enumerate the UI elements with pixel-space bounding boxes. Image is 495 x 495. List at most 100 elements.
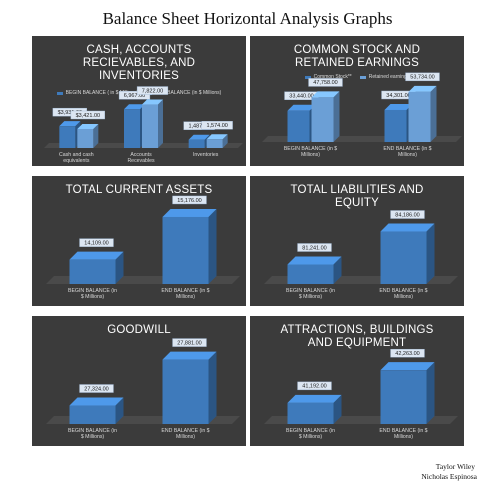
category-label: END BALANCE (in $ <box>379 288 427 294</box>
bar <box>188 139 205 148</box>
category-label: $ Millions) <box>81 294 105 300</box>
category-label: Inventories <box>193 152 219 158</box>
chart-panel-goodwill: GOODWILL 27,324.00 BEGIN BALANCE (in $ Mil… <box>32 316 246 446</box>
bar-side <box>115 397 124 424</box>
bar-top <box>162 208 217 217</box>
category-label: END BALANCE (in $ <box>383 146 431 152</box>
data-label: 53,734.00 <box>410 75 434 81</box>
category-label: equivalents <box>63 158 90 164</box>
chart-title: ATTRACTIONS, BUILDINGS AND EQUIPMENT <box>280 324 434 349</box>
chart-plot: 27,324.00 BEGIN BALANCE (in$ Millions) 27,… <box>46 338 240 440</box>
bar-side <box>426 223 435 284</box>
bar-side <box>158 99 163 148</box>
data-label-box <box>172 338 207 347</box>
bar-top <box>142 99 163 105</box>
chart-panel-total-current-assets: TOTAL CURRENT ASSETS 14,109.00 BEGIN BALA… <box>32 176 246 306</box>
bar-side <box>333 256 342 284</box>
bar <box>206 139 223 148</box>
bar-side <box>333 91 340 142</box>
category-label: Recevables <box>127 158 155 164</box>
legend-item-retained-earnings: Retained earnings <box>359 74 409 80</box>
chart-plot: 14,109.00 BEGIN BALANCE (in$ Millions) 15,… <box>46 195 240 300</box>
bar-top <box>408 85 437 92</box>
bar-side <box>208 351 217 424</box>
bar-top <box>162 351 217 360</box>
bar-top <box>311 91 340 98</box>
bar-top <box>59 121 81 127</box>
category-label: Cash and cash <box>59 152 94 158</box>
bar-top <box>69 397 124 406</box>
category-label: $ Millions) <box>299 434 323 440</box>
data-label-box <box>136 86 169 95</box>
bar <box>287 264 334 284</box>
bar-top <box>287 104 316 111</box>
category-label: Millions) <box>394 294 413 300</box>
chart-panel-common-stock-retained-earnings: COMMON STOCK AND RETAINED EARNINGS Commo… <box>250 36 464 166</box>
data-label: 7,822.00 <box>142 88 163 94</box>
category-label: BEGIN BALANCE (in <box>286 288 335 294</box>
chart-title: TOTAL CURRENT ASSETS <box>65 184 213 196</box>
category-label: Millions) <box>398 152 417 158</box>
bar-top <box>188 134 210 140</box>
bar-top <box>206 134 228 140</box>
data-label: 27,324.00 <box>84 386 108 392</box>
data-label-box <box>172 195 207 205</box>
legend-item-common-stock: Common Stock** <box>304 74 352 80</box>
data-label: 33,440.00 <box>289 94 313 100</box>
bar <box>69 259 116 284</box>
chart-panel-attractions-buildings-equipment: ATTRACTIONS, BUILDINGS AND EQUIPMENT 41,… <box>250 316 464 446</box>
bar <box>69 405 116 424</box>
data-label-box <box>297 243 332 252</box>
legend-label: BEGIN BALANCE ( in $ Millions) <box>65 90 139 96</box>
data-label: 34,301.00 <box>386 93 410 99</box>
category-label: END BALANCE (in $ <box>161 288 209 294</box>
chart-title: GOODWILL <box>107 324 171 336</box>
chart-title: COMMON STOCK AND RETAINED EARNINGS <box>293 44 421 69</box>
bar-side <box>333 394 342 424</box>
bar-side <box>208 208 217 284</box>
bar-top <box>77 123 99 129</box>
data-label: 84,186.00 <box>395 212 419 218</box>
page-title: Balance Sheet Horizontal Analysis Graphs <box>102 9 393 28</box>
legend-swatch <box>304 75 311 79</box>
bar <box>124 109 140 148</box>
bar <box>142 104 158 148</box>
category-label: END BALANCE (in $ <box>379 428 427 434</box>
legend-swatch <box>359 75 366 79</box>
bar <box>77 128 94 148</box>
category-label: END BALANCE (in $ <box>161 428 209 434</box>
legend-item-begin: BEGIN BALANCE ( in $ Millions) <box>56 90 139 96</box>
data-label-box <box>79 238 114 247</box>
bar-top <box>384 103 413 110</box>
bar-side <box>222 134 228 148</box>
bar <box>59 126 76 148</box>
data-label: 6,967.00 <box>124 93 145 99</box>
category-label: Millions) <box>176 434 195 440</box>
bar-side <box>93 123 99 148</box>
data-label: 47,758.00 <box>313 80 337 86</box>
bar <box>408 91 431 142</box>
data-label: 14,109.00 <box>84 240 108 246</box>
chart-title: TOTAL LIABILITIES AND EQUITY <box>290 184 424 209</box>
category-label: $ Millions) <box>299 294 323 300</box>
chart-title: CASH, ACCOUNTS RECIEVABLES, AND INVENTOR… <box>82 44 196 82</box>
data-label: 1,574.00 <box>206 123 227 129</box>
chart-panel-total-liabilities-equity: TOTAL LIABILITIES AND EQUITY 81,241.00 BE… <box>250 176 464 306</box>
author-name: Taylor Wiley <box>435 462 475 471</box>
bar <box>384 109 407 142</box>
bar <box>287 402 334 424</box>
data-label: 27,881.00 <box>177 340 201 346</box>
data-label: $3,421.00 <box>76 113 100 119</box>
category-label: Millions) <box>176 294 195 300</box>
bar-top <box>380 223 435 232</box>
bar <box>380 370 427 424</box>
category-label: $ Millions) <box>81 434 105 440</box>
data-label-box <box>201 121 233 130</box>
legend-label: Common Stock** <box>313 74 352 80</box>
category-label: Millions) <box>394 434 413 440</box>
chart-panel-cash-receivables-inventories: CASH, ACCOUNTS RECIEVABLES, AND INVENTOR… <box>32 36 246 166</box>
bar <box>380 231 427 284</box>
data-label: 41,192.00 <box>302 384 326 390</box>
bar-side <box>426 362 435 424</box>
